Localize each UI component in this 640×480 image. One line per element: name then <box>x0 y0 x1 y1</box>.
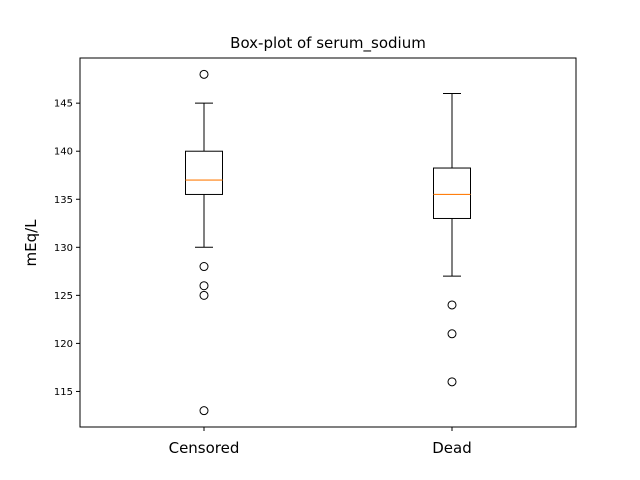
y-tick-label: 120 <box>54 339 73 350</box>
boxes <box>185 69 471 416</box>
chart-title: Box-plot of serum_sodium <box>230 34 426 53</box>
y-tick-label: 115 <box>54 387 73 398</box>
outlier-point <box>199 290 209 300</box>
x-tick-label: Censored <box>169 439 240 457</box>
box-censored <box>185 69 223 416</box>
y-tick-label: 130 <box>54 243 73 254</box>
x-tick-label: Dead <box>432 439 472 457</box>
outlier-point <box>447 377 457 387</box>
outlier-point <box>447 300 457 310</box>
y-axis: 115 120 125 130 135 140 145 <box>54 99 80 398</box>
outlier-point <box>199 262 209 272</box>
box-dead <box>433 93 471 387</box>
iqr-box <box>433 167 471 219</box>
y-tick-label: 145 <box>54 99 73 110</box>
outlier-point <box>199 281 209 291</box>
outlier-point <box>447 329 457 339</box>
y-tick-label: 140 <box>54 147 73 158</box>
y-axis-label: mEq/L <box>22 219 40 267</box>
y-tick-label: 125 <box>54 291 73 302</box>
outlier-point <box>199 69 209 79</box>
y-tick-label: 135 <box>54 195 73 206</box>
iqr-box <box>185 150 223 195</box>
x-axis: Censored Dead <box>169 427 472 457</box>
plot-area <box>79 57 577 428</box>
outlier-point <box>199 406 209 416</box>
